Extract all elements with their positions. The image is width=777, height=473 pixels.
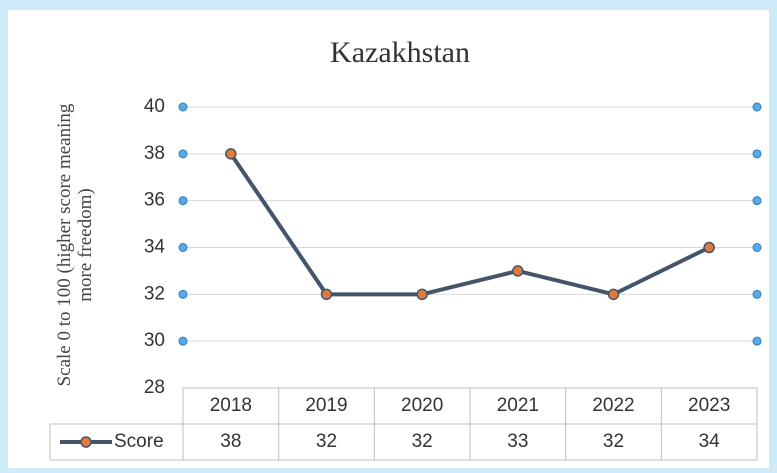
- data-point: [512, 265, 524, 277]
- grid-end-marker: [178, 102, 188, 112]
- chart-area: [8, 10, 769, 468]
- y-tick-label: 34: [144, 237, 166, 258]
- x-tick-label: 2023: [688, 395, 730, 416]
- x-tick-label: 2021: [497, 395, 539, 416]
- data-point: [416, 288, 428, 301]
- y-tick-label: 32: [144, 283, 165, 304]
- table-value: 34: [699, 431, 721, 452]
- grid-end-marker: [178, 243, 188, 252]
- y-tick-label: 38: [144, 143, 165, 164]
- x-tick-label: 2022: [592, 395, 634, 416]
- grid-end-marker: [752, 149, 762, 159]
- data-point: [320, 288, 333, 301]
- legend-label: Score: [114, 431, 164, 452]
- grid-end-marker: [178, 336, 188, 346]
- data-point: [225, 148, 237, 160]
- x-tick-label: 2020: [401, 395, 443, 416]
- legend-marker: [80, 436, 92, 448]
- table-value: 32: [316, 431, 337, 452]
- y-axis-label: Scale 0 to 100 (higher score meaning mor…: [54, 103, 96, 387]
- grid-end-marker: [178, 149, 188, 159]
- data-point: [703, 241, 715, 254]
- data-point: [607, 288, 620, 301]
- grid-end-marker: [752, 243, 762, 252]
- grid-end-marker: [178, 289, 188, 299]
- x-tick-label: 2019: [305, 395, 347, 416]
- grid-end-marker: [752, 289, 762, 299]
- y-tick-label: 36: [144, 190, 165, 211]
- series-line: [229, 152, 711, 297]
- grid-end-marker: [752, 336, 762, 346]
- grid-end-marker: [752, 196, 762, 206]
- y-tick-label: 30: [144, 330, 165, 351]
- table-value: 32: [603, 431, 624, 452]
- grid-end-marker: [752, 102, 762, 112]
- x-tick-label: 2018: [210, 395, 252, 416]
- table-value: 32: [412, 431, 433, 452]
- grid-end-marker: [178, 196, 188, 206]
- chart-title: Kazakhstan: [330, 36, 470, 69]
- y-tick-label: 28: [144, 377, 165, 398]
- y-tick-label: 40: [144, 96, 165, 117]
- table-value: 33: [507, 431, 528, 452]
- table-value: 38: [220, 431, 241, 452]
